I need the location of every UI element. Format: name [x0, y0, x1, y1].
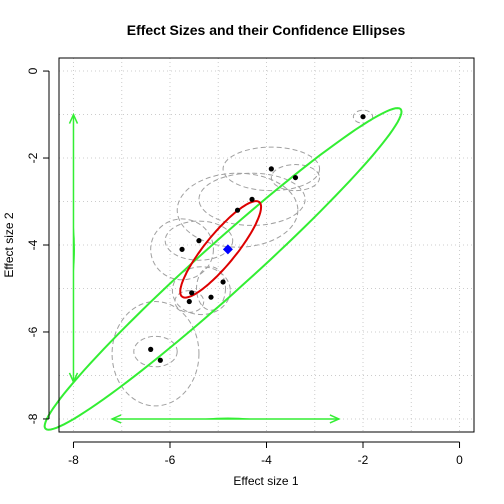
x-tick-label: 0 — [456, 453, 463, 467]
pooled-estimate-marker — [222, 244, 233, 255]
y-interval-arrowhead-top — [68, 112, 79, 124]
y-tick-label: -6 — [26, 326, 40, 337]
data-point — [234, 207, 241, 213]
y-density-curve — [72, 227, 75, 272]
pooled-ellipse — [179, 200, 263, 299]
data-point — [360, 114, 366, 120]
data-point — [186, 298, 192, 305]
interval-arrows — [68, 112, 341, 424]
data-point — [208, 294, 214, 300]
y-tick-label: -8 — [26, 413, 40, 424]
data-point — [179, 246, 185, 252]
y-interval-arrowhead-bottom — [68, 372, 79, 384]
data-points — [148, 114, 366, 363]
x-tick-label: -4 — [261, 453, 272, 467]
data-point — [268, 166, 274, 172]
study-ellipse — [150, 218, 214, 281]
study-ellipse — [196, 266, 226, 311]
prediction-region — [43, 107, 403, 431]
y-tick-label: -2 — [26, 152, 40, 163]
axes: -8 -6 -4 -2 0 0 -2 -4 -6 -8 — [26, 67, 463, 467]
study-ellipse — [133, 335, 178, 368]
x-interval-arrowhead-left — [110, 414, 122, 424]
x-tick-label: -6 — [165, 453, 176, 467]
study-ellipse — [270, 164, 321, 192]
study-ellipse — [171, 266, 231, 316]
study-ellipse — [174, 290, 205, 313]
y-tick-label: -4 — [26, 239, 40, 250]
x-density-curve — [205, 417, 250, 420]
x-tick-label: -2 — [358, 453, 369, 467]
x-axis-label: Effect size 1 — [233, 474, 298, 488]
study-ellipse — [164, 220, 234, 261]
study-ellipses — [111, 109, 374, 407]
y-tick-label: 0 — [26, 67, 40, 74]
pooled-region — [179, 200, 263, 299]
data-point — [292, 174, 299, 181]
data-point — [148, 346, 154, 352]
data-point — [249, 196, 255, 202]
study-ellipse — [176, 172, 299, 248]
plot-frame — [58, 57, 475, 433]
study-ellipse — [111, 301, 200, 407]
x-tick-label: -8 — [68, 453, 79, 467]
y-axis-label: Effect size 2 — [2, 212, 16, 277]
data-point — [196, 238, 202, 244]
x-interval-arrowhead-right — [329, 414, 341, 424]
study-ellipse — [198, 172, 306, 226]
prediction-ellipse — [43, 107, 403, 431]
study-ellipse — [352, 109, 374, 124]
data-point — [157, 357, 163, 363]
grid-lines — [59, 58, 474, 432]
data-point — [189, 290, 195, 296]
chart-title: Effect Sizes and their Confidence Ellips… — [127, 22, 406, 38]
study-ellipse — [222, 146, 321, 192]
data-point — [220, 279, 226, 285]
